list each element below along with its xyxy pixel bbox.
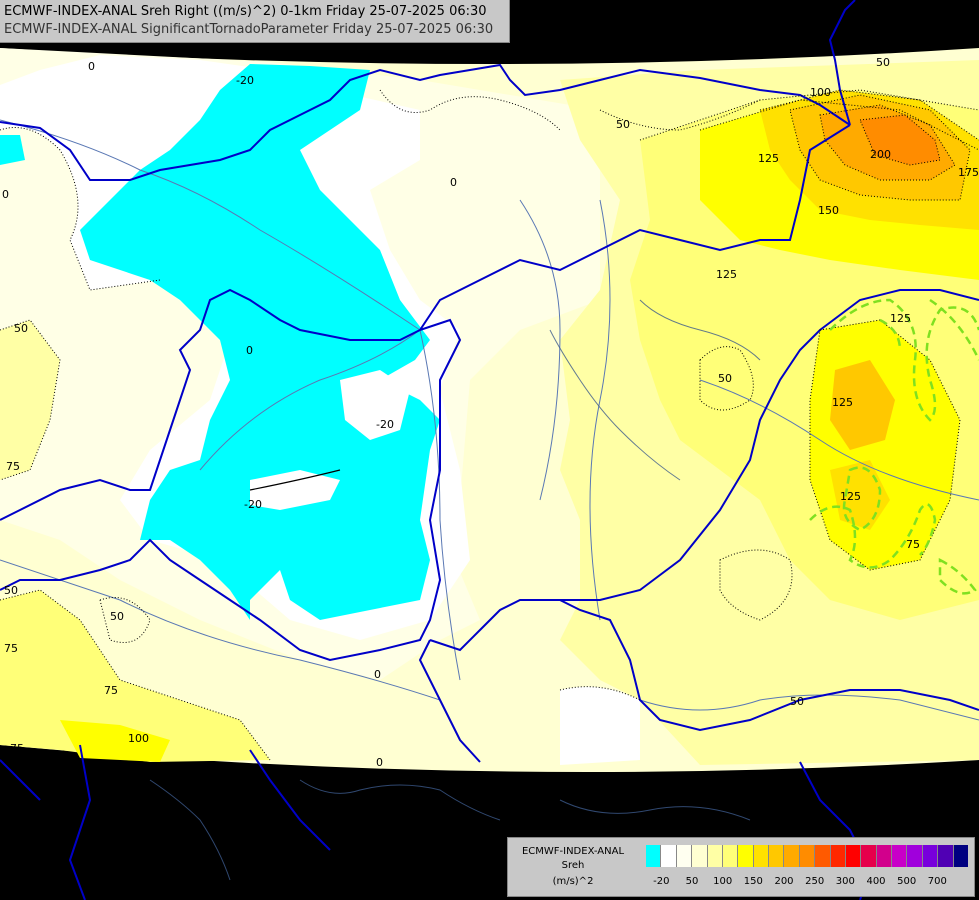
contour-label: 0 — [450, 176, 457, 189]
legend-swatch — [830, 845, 846, 867]
legend-swatch — [799, 845, 816, 867]
legend-swatch — [722, 845, 739, 867]
contour-label: 125 — [716, 268, 737, 281]
legend-swatch — [938, 845, 954, 867]
legend-swatch — [738, 845, 754, 867]
legend-swatch — [815, 845, 831, 867]
legend-tick-label: 250 — [805, 876, 825, 887]
legend-swatch — [692, 845, 708, 867]
color-legend: ECMWF-INDEX-ANAL Sreh (m/s)^2 -20 50 100 15… — [507, 837, 975, 897]
legend-swatch — [907, 845, 923, 867]
legend-tick-label: -20 — [653, 876, 670, 887]
contour-label: 150 — [818, 204, 839, 217]
legend-swatch — [845, 845, 862, 867]
contour-label: 175 — [958, 166, 979, 179]
contour-label-group: 0 -20 50 50 100 125 200 175 150 0 0 125 … — [2, 56, 979, 769]
contour-lines — [0, 89, 979, 761]
field-orange-south — [830, 360, 895, 450]
contour-label: 100 — [810, 86, 831, 99]
contour-label: 75 — [10, 742, 24, 755]
contour-label: 75 — [6, 460, 20, 473]
legend-swatch — [784, 845, 800, 867]
contour-label: 125 — [758, 152, 779, 165]
field-yellow-west — [0, 320, 60, 480]
contour-label: 50 — [718, 372, 732, 385]
field-yellow-southwest — [0, 590, 270, 762]
legend-tick-label: 400 — [866, 876, 886, 887]
contour-label: 75 — [906, 538, 920, 551]
stp-contours — [809, 298, 979, 595]
contour-label: -20 — [244, 498, 262, 511]
field-white-hole-1 — [340, 370, 410, 440]
legend-swatch — [646, 845, 662, 867]
map-title-box: ECMWF-INDEX-ANAL Sreh Right ((m/s)^2) 0-… — [0, 0, 510, 43]
legend-swatch — [861, 845, 877, 867]
contour-label: 125 — [832, 396, 853, 409]
legend-swatch — [892, 845, 908, 867]
map-title-line-2: ECMWF-INDEX-ANAL SignificantTornadoParam… — [4, 22, 494, 37]
field-white-hole-2 — [250, 470, 340, 510]
field-cyan-islet — [0, 135, 25, 165]
rivers — [0, 119, 979, 721]
contour-label: 75 — [4, 642, 18, 655]
legend-swatch — [676, 845, 693, 867]
contour-label: 50 — [790, 695, 804, 708]
contour-label: 0 — [376, 756, 383, 769]
contour-label: 50 — [4, 584, 18, 597]
contour-label: 50 — [14, 322, 28, 335]
legend-swatch — [753, 845, 769, 867]
map-title-line-1: ECMWF-INDEX-ANAL Sreh Right ((m/s)^2) 0-… — [4, 4, 487, 19]
legend-swatch — [953, 845, 968, 867]
contour-label: -20 — [236, 74, 254, 87]
contour-label: 50 — [110, 610, 124, 623]
legend-swatch — [769, 845, 785, 867]
contour-label: 125 — [890, 312, 911, 325]
contour-label: 50 — [616, 118, 630, 131]
field-cyan — [80, 64, 440, 620]
legend-tick-label: 500 — [897, 876, 917, 887]
contour-label: 0 — [374, 668, 381, 681]
contour-label: 100 — [128, 732, 149, 745]
legend-color-scale — [646, 845, 968, 867]
contour-label: 200 — [870, 148, 891, 161]
legend-swatch — [876, 845, 892, 867]
contour-label: 125 — [840, 490, 861, 503]
regional-borders — [149, 299, 761, 881]
contour-label: 0 — [88, 60, 95, 73]
legend-tick-label: 700 — [927, 876, 947, 887]
legend-swatch — [922, 845, 939, 867]
contour-label: -20 — [376, 418, 394, 431]
contour-label: 0 — [2, 188, 9, 201]
legend-unit-label: (m/s)^2 — [552, 876, 594, 887]
field-yellow-southwest-core — [60, 720, 170, 762]
legend-swatch — [707, 845, 723, 867]
legend-variable-label: Sreh — [561, 860, 585, 871]
contour-label: 50 — [876, 56, 890, 69]
legend-tick-label: 50 — [685, 876, 699, 887]
legend-model-label: ECMWF-INDEX-ANAL — [521, 846, 625, 857]
field-white-south — [560, 686, 640, 765]
legend-tick-label: 150 — [743, 876, 763, 887]
legend-tick-label: 200 — [774, 876, 794, 887]
field-orange-core — [860, 115, 940, 165]
contour-label: 0 — [246, 344, 253, 357]
legend-tick-label: 300 — [835, 876, 855, 887]
contour-label: 75 — [104, 684, 118, 697]
legend-tick-label: 100 — [713, 876, 733, 887]
legend-swatch — [661, 845, 677, 867]
